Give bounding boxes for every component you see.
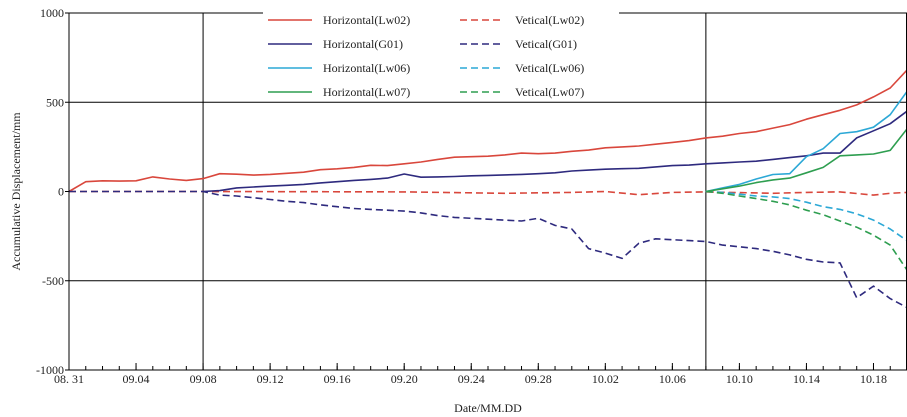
legend-label: Vetical(Lw06) [515,61,584,75]
legend: Horizontal(Lw02) Vetical(Lw02) Horizontal(… [263,9,619,101]
legend-label: Horizontal(Lw06) [323,61,410,75]
series-layer [68,69,907,309]
x-tick-label: 09.16 [324,372,351,386]
series-line-vetical-lw07 [705,190,907,271]
x-tick-label: 10.02 [592,372,619,386]
x-axis-label: Date/MM.DD [454,401,522,415]
series-line-horizontal-lw02 [68,69,907,193]
x-tick-label: 09.04 [123,372,150,386]
series-line-vetical-lw02 [69,190,907,196]
y-axis-label: Accumulative Displacement/mm [9,112,23,271]
y-tick-label: -500 [42,274,64,288]
legend-label: Horizontal(Lw07) [323,85,410,99]
x-tick-label: 09.28 [525,372,552,386]
series-line-horizontal-lw06 [705,91,907,193]
series-line-horizontal-g01 [203,110,907,193]
series-line-vetical-lw06 [705,190,907,242]
x-tick-label: 09.12 [257,372,284,386]
legend-background [263,9,619,101]
x-tick-label: 09.08 [190,372,217,386]
series-line-vetical-g01 [69,190,907,309]
x-tick-label: 09.24 [458,372,485,386]
x-tick-label: 09.20 [391,372,418,386]
x-tick-label: 10.18 [860,372,887,386]
y-tick-label: 1000 [40,6,64,20]
legend-label: Vetical(G01) [515,37,577,51]
y-tick-label: 0 [58,185,64,199]
x-tick-label: 08. 31 [54,372,84,386]
x-tick-label: 10.06 [659,372,686,386]
series-line-horizontal-lw07 [705,128,907,193]
legend-label: Horizontal(Lw02) [323,13,410,27]
legend-label: Vetical(Lw02) [515,13,584,27]
x-tick-label: 10.10 [726,372,753,386]
y-tick-label: 500 [46,95,64,109]
x-tick-label: 10.14 [793,372,820,386]
legend-label: Horizontal(G01) [323,37,403,51]
y-tick-label: -1000 [36,363,64,377]
legend-label: Vetical(Lw07) [515,85,584,99]
